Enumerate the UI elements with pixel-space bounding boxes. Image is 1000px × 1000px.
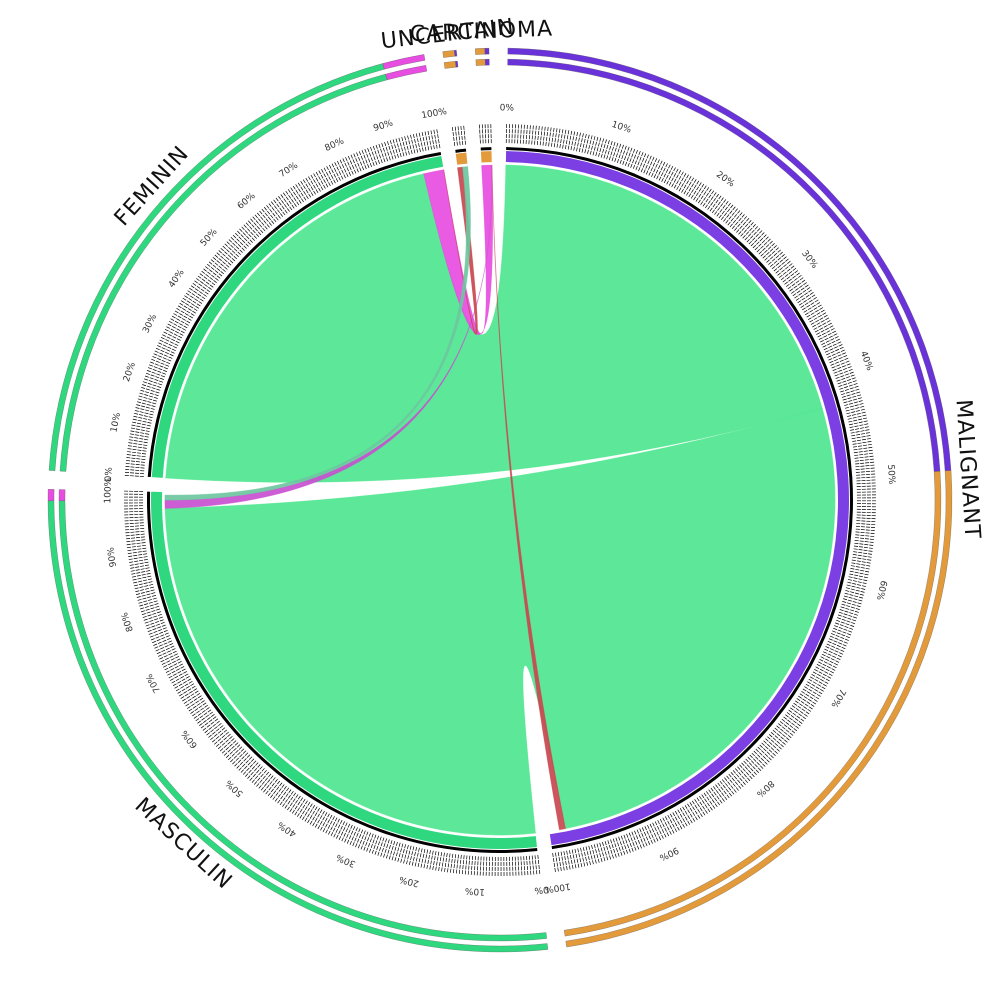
chord-malignant-carcinoma (491, 165, 566, 831)
chord-masculin-uncertain (164, 166, 471, 501)
outer-arc-carcinoma-0-1 (485, 58, 490, 66)
chord-feminin-uncertain (443, 166, 478, 335)
tick-ring-uncertain-3 (452, 125, 465, 132)
tick-label-feminin-7: 70% (278, 161, 301, 180)
tick-label-malignant-5: 50% (885, 464, 896, 485)
tick-label-malignant-2: 20% (714, 170, 736, 190)
tick-label-malignant-4: 40% (858, 350, 875, 373)
tick-label-feminin-9: 90% (372, 118, 395, 134)
tick-label-feminin-5: 50% (199, 227, 220, 249)
tick-label-malignant-6: 60% (874, 579, 888, 601)
tick-label-feminin-4: 40% (167, 267, 187, 290)
tick-ring-masculin-0 (138, 491, 539, 861)
tick-label-masculin-9: 90% (106, 546, 119, 568)
tick-ring-carcinoma-1 (479, 134, 492, 139)
tick-label-feminin-3: 30% (141, 312, 159, 335)
tick-ring-feminin-3 (124, 129, 438, 476)
tick-label-malignant-9: 90% (657, 844, 680, 862)
tick-label-malignant-1: 10% (610, 120, 633, 136)
tick-ring-malignant-3 (506, 124, 876, 872)
tick-ring-malignant-1 (505, 134, 866, 863)
segment-label-malignant: MALIGNANT (950, 399, 984, 541)
tick-label-masculin-5: 50% (224, 777, 246, 798)
tick-label-masculin-4: 40% (276, 819, 299, 839)
outer-arc-masculin-0-1 (58, 489, 66, 501)
inner-arc-feminin (151, 155, 444, 478)
outer-arc-masculin-1-1 (47, 489, 55, 501)
tick-ring-carcinoma-2 (479, 129, 492, 134)
tick-label-feminin-6: 60% (236, 191, 258, 212)
tick-label-masculin-0: 0% (533, 884, 549, 896)
tick-label-feminin-1: 10% (109, 411, 123, 433)
tick-ring-feminin-1 (134, 139, 440, 477)
outer-arc-uncertain-0-1 (455, 60, 459, 68)
tick-label-malignant-0: 0% (500, 103, 515, 113)
tick-ring-malignant-0 (505, 139, 861, 858)
tick-ring-feminin-0 (139, 144, 441, 477)
outer-arc-carcinoma-1-1 (484, 47, 490, 55)
outer-arc-malignant-1-1 (565, 470, 953, 948)
outer-arc-uncertain-1-0 (442, 50, 456, 58)
tick-label-masculin-3: 30% (335, 851, 358, 868)
segment-label-carcinoma: CARCINOMA (409, 17, 553, 48)
inner-arcs (146, 147, 854, 853)
tick-label-malignant-7: 70% (828, 687, 847, 710)
tick-ring-masculin-1 (134, 490, 540, 866)
outer-arc-feminin-1-1 (382, 54, 426, 70)
inner-edge-uncertain (455, 148, 467, 153)
tick-label-malignant-3: 30% (799, 249, 819, 271)
tick-ring-uncertain-2 (452, 130, 465, 137)
tick-label-feminin-8: 80% (323, 136, 346, 154)
tick-ring-masculin-2 (128, 490, 540, 871)
tick-label-masculin-6: 60% (180, 728, 200, 750)
tick-label-masculin-7: 70% (145, 671, 163, 694)
inner-arc-uncertain (455, 152, 468, 165)
tick-ring-carcinoma-3 (479, 124, 492, 129)
tick-label-malignant-10: 100% (544, 880, 571, 894)
tick-label-feminin-2: 20% (122, 361, 138, 384)
outer-arc-feminin-0-1 (385, 65, 428, 81)
outer-arc-uncertain-0-0 (443, 61, 457, 69)
outer-arc-malignant-0-1 (563, 471, 942, 937)
chord-malignant-masculin (164, 407, 836, 836)
outer-arc-uncertain-1-1 (454, 49, 458, 57)
tick-label-feminin-10: 100% (421, 107, 448, 121)
outer-arc-carcinoma-1-0 (475, 48, 486, 55)
chord-ribbons (164, 164, 836, 836)
tick-ring-uncertain-0 (453, 140, 466, 146)
tick-ring-masculin-3 (124, 490, 541, 876)
tick-ring-feminin-2 (129, 134, 439, 477)
inner-arc-carcinoma (480, 151, 492, 163)
tick-ring-malignant-2 (506, 129, 871, 867)
tick-label-masculin-8: 80% (120, 610, 136, 633)
tick-label-feminin-0: 0% (104, 466, 115, 481)
tick-label-masculin-10: 100% (103, 477, 114, 503)
outer-arc-carcinoma-0-0 (475, 59, 486, 66)
segment-label-masculin: MASCULIN (130, 793, 237, 894)
tick-rings: 0%10%20%30%40%50%60%70%80%90%100%0%10%20… (103, 103, 896, 896)
tick-label-masculin-2: 20% (398, 874, 420, 888)
inner-edge-carcinoma (480, 147, 492, 151)
tick-ring-uncertain-1 (453, 135, 466, 141)
tick-label-masculin-1: 10% (464, 885, 485, 896)
tick-label-malignant-8: 80% (754, 778, 776, 799)
tick-ring-carcinoma-0 (479, 139, 492, 144)
